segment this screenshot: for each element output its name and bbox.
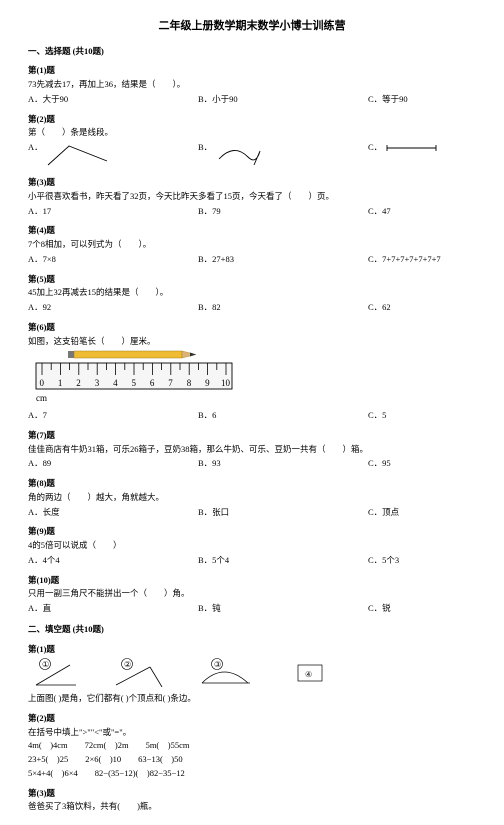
fq1-label: 第(1)题	[28, 643, 476, 656]
fq1-figures: ① ② ③ ④	[28, 657, 476, 691]
q4-label: 第(4)题	[28, 224, 476, 237]
q2-figure-c	[384, 141, 444, 155]
q7-stem: 佳佳商店有牛奶31箱，可乐26箱子，豆奶38箱，那么牛奶、可乐、豆奶一共有（ ）…	[28, 443, 476, 456]
svg-text:0: 0	[40, 378, 45, 388]
svg-text:④: ④	[305, 670, 312, 679]
q5-opt-b: B．82	[198, 301, 368, 314]
q7-opt-a: A．89	[28, 457, 198, 470]
svg-text:6: 6	[150, 378, 155, 388]
q4-opt-c: C．7+7+7+7+7+7+7	[368, 253, 468, 266]
q9-label: 第(9)题	[28, 525, 476, 538]
q7-label: 第(7)题	[28, 429, 476, 442]
q8-opt-a: A．长度	[28, 506, 198, 519]
q9-opt-c: C．5个3	[368, 554, 468, 567]
q3-stem: 小平很喜欢看书，昨天看了32页，今天比昨天多看了15页，今天看了（ ）页。	[28, 190, 476, 203]
q10-opt-b: B．钝	[198, 602, 368, 615]
svg-text:9: 9	[205, 378, 210, 388]
q8-stem: 角的两边（ ）越大，角就越大。	[28, 491, 476, 504]
q10-opt-a: A．直	[28, 602, 198, 615]
q3-opt-c: C．47	[368, 205, 468, 218]
fq3-label: 第(3)题	[28, 787, 476, 800]
fq3-stem: 爸爸买了3箱饮料，共有( )瓶。	[28, 800, 476, 813]
svg-text:8: 8	[187, 378, 192, 388]
q5-opt-c: C．62	[368, 301, 468, 314]
q8-opt-b: B．张口	[198, 506, 368, 519]
q8-opt-c: C．顶点	[368, 506, 468, 519]
q6-ruler-figure: 0 1 2 3 4 5 6 7 8 9 10 cm	[28, 349, 238, 403]
q2-opt-a: A．	[28, 142, 43, 152]
ruler-unit: cm	[36, 393, 47, 403]
q8-label: 第(8)题	[28, 477, 476, 490]
q9-opt-b: B．5个4	[198, 554, 368, 567]
svg-text:③: ③	[214, 660, 221, 669]
q1-opt-c: C．等于90	[368, 93, 468, 106]
svg-text:3: 3	[95, 378, 100, 388]
q5-opt-a: A．92	[28, 301, 198, 314]
q4-stem: 7个8相加，可以列式为（ ）。	[28, 238, 476, 251]
section-1-heading: 一、选择题 (共10题)	[28, 45, 476, 58]
q10-stem: 只用一副三角尺不能拼出一个（ ）角。	[28, 587, 476, 600]
fq2-s3: 23+5( )25 2×6( )10 63−13( )50	[28, 753, 476, 766]
q3-opt-b: B．79	[198, 205, 368, 218]
q7-opt-c: C．95	[368, 457, 468, 470]
q3-opt-a: A．17	[28, 205, 198, 218]
svg-text:①: ①	[42, 660, 49, 669]
q3-label: 第(3)题	[28, 176, 476, 189]
fq2-label: 第(2)题	[28, 712, 476, 725]
svg-text:5: 5	[132, 378, 137, 388]
q10-opt-c: C．锐	[368, 602, 468, 615]
q2-label: 第(2)题	[28, 113, 476, 126]
q2-opt-c: C．	[368, 142, 382, 152]
q10-label: 第(10)题	[28, 574, 476, 587]
section-2-heading: 二、填空题 (共10题)	[28, 623, 476, 636]
q9-opt-a: A．4个4	[28, 554, 198, 567]
q4-opt-a: A．7×8	[28, 253, 198, 266]
svg-text:②: ②	[124, 660, 131, 669]
q2-opt-b: B．	[198, 142, 212, 152]
q6-opt-c: C．5	[368, 409, 468, 422]
q1-opt-a: A．大于90	[28, 93, 198, 106]
q1-stem: 73先减去17，再加上36，结果是（ ）。	[28, 78, 476, 91]
q2-figure-b	[214, 141, 284, 169]
q2-stem: 第（ ）条是线段。	[28, 126, 476, 139]
fq1-stem: 上面图( )是角，它们都有( )个顶点和( )条边。	[28, 692, 476, 705]
page-title: 二年级上册数学期末数学小博士训练营	[28, 18, 476, 35]
svg-text:10: 10	[221, 378, 231, 388]
svg-text:2: 2	[76, 378, 81, 388]
fq2-s1: 在括号中填上">""<"或"="。	[28, 726, 476, 739]
fq2-s2: 4m( )4cm 72cm( )2m 5m( )55cm	[28, 739, 476, 752]
q6-stem: 如图，这支铅笔长（ ）厘米。	[28, 335, 476, 348]
fq2-s4: 5×4+4( )6×4 82−(35−12)( )82−35−12	[28, 767, 476, 780]
q4-opt-b: B．27+83	[198, 253, 368, 266]
q6-label: 第(6)题	[28, 321, 476, 334]
q1-label: 第(1)题	[28, 64, 476, 77]
q6-opt-a: A．7	[28, 409, 198, 422]
q9-stem: 4的5倍可以说成（ ）	[28, 539, 476, 552]
q5-label: 第(5)题	[28, 273, 476, 286]
q1-opt-b: B．小于90	[198, 93, 368, 106]
q5-stem: 45加上32再减去15的结果是（ ）。	[28, 286, 476, 299]
svg-text:7: 7	[168, 378, 173, 388]
svg-text:1: 1	[58, 378, 63, 388]
q6-opt-b: B．6	[198, 409, 368, 422]
svg-text:4: 4	[113, 378, 118, 388]
q7-opt-b: B．93	[198, 457, 368, 470]
q2-figure-a	[45, 141, 115, 169]
